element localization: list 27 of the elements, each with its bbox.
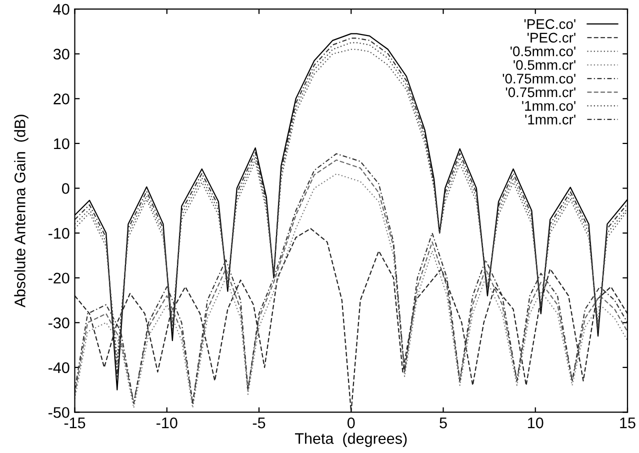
legend-label: '1mm.cr' [525,114,576,124]
x-tick-label: 5 [440,418,447,428]
legend-label: '0.75mm.cr' [506,87,576,98]
x-tick-label: -10 [156,417,178,428]
legend-label: 'PEC.cr' [528,32,576,43]
x-tick-label: -5 [252,418,266,428]
legend-label: '1mm.co' [522,101,576,111]
legend-label: '0.5mm.cr' [514,60,576,70]
y-tick-label: -20 [48,272,70,284]
legend-label: 'PEC.co' [524,19,576,29]
y-tick-label: -10 [48,228,70,239]
x-axis-title: Theta (degrees) [295,432,407,447]
legend-label: '0.75mm.co' [502,74,576,84]
y-tick-label: 0 [62,183,70,194]
y-tick-label: 20 [54,94,70,104]
x-tick-label: -15 [64,418,86,428]
y-tick-label: -30 [48,318,70,328]
legend-label: '0.5mm.co' [510,46,576,56]
y-tick-label: 30 [53,48,70,60]
y-tick-label: -40 [48,362,70,374]
y-tick-label: 40 [53,4,70,15]
y-axis-title: Absolute Antenna Gain (dB) [14,114,28,308]
y-tick-label: 10 [54,138,70,150]
x-tick-label: 10 [528,417,544,428]
y-tick-label: -50 [48,407,70,418]
x-tick-label: 0 [347,417,355,428]
x-tick-label: 15 [620,418,636,428]
